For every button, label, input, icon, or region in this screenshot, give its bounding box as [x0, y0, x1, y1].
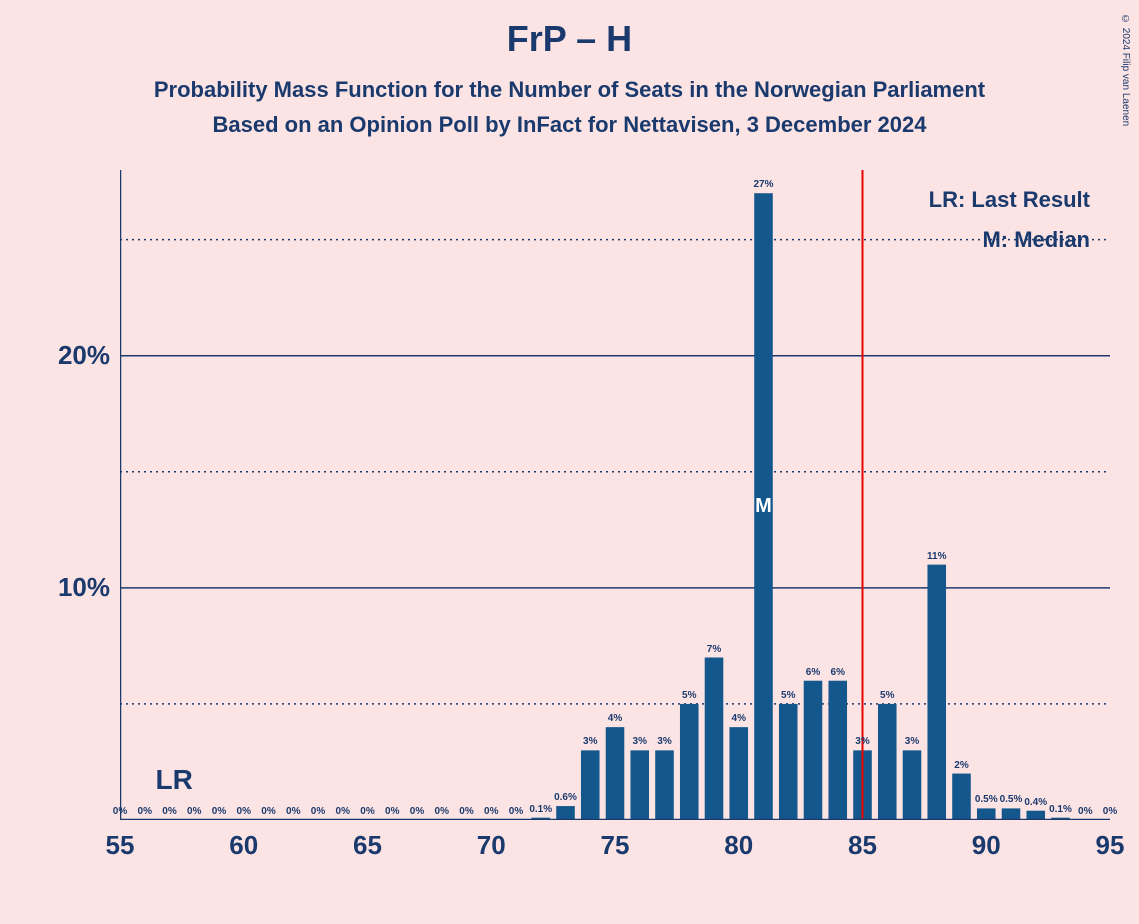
bar-value-label: 5%	[674, 690, 704, 701]
x-axis-tick-label: 55	[100, 830, 140, 861]
legend-lr: LR: Last Result	[929, 180, 1090, 220]
x-axis-tick-label: 70	[471, 830, 511, 861]
bar-value-label: 3%	[897, 736, 927, 747]
bar-value-label: 0.6%	[551, 792, 581, 803]
subtitle-line2: Based on an Opinion Poll by InFact for N…	[213, 112, 927, 137]
bar-value-label: 11%	[922, 551, 952, 562]
bar-value-label: 2%	[947, 760, 977, 771]
bar-value-label: 5%	[773, 690, 803, 701]
chart-area: LR: Last Result M: Median 0%0%0%0%0%0%0%…	[120, 170, 1110, 820]
bar-value-label: 3%	[575, 736, 605, 747]
x-axis-tick-label: 60	[224, 830, 264, 861]
bar-value-label: 0.1%	[526, 804, 556, 815]
lr-marker: LR	[156, 764, 193, 796]
chart-subtitle: Probability Mass Function for the Number…	[0, 72, 1139, 142]
x-axis-tick-label: 65	[348, 830, 388, 861]
bar-value-label: 4%	[724, 713, 754, 724]
x-axis-tick-label: 85	[843, 830, 883, 861]
bar-value-label: 27%	[749, 179, 779, 190]
bar-value-label: 4%	[600, 713, 630, 724]
legend-m: M: Median	[929, 220, 1090, 260]
bar-value-label: 7%	[699, 644, 729, 655]
bar-value-label: 3%	[650, 736, 680, 747]
copyright-text: © 2024 Filip van Laenen	[1120, 14, 1131, 126]
bar-value-label: 6%	[823, 667, 853, 678]
bar-value-label: 3%	[848, 736, 878, 747]
x-axis-tick-label: 80	[719, 830, 759, 861]
subtitle-line1: Probability Mass Function for the Number…	[154, 77, 985, 102]
bar-value-label: 0%	[1095, 806, 1125, 817]
y-axis-tick-label: 10%	[30, 572, 110, 603]
x-axis-tick-label: 95	[1090, 830, 1130, 861]
chart-title: FrP – H	[0, 0, 1139, 60]
chart-legend: LR: Last Result M: Median	[929, 180, 1090, 259]
x-axis-tick-label: 75	[595, 830, 635, 861]
bar-value-label: 5%	[872, 690, 902, 701]
y-axis-tick-label: 20%	[30, 340, 110, 371]
x-axis-tick-label: 90	[966, 830, 1006, 861]
